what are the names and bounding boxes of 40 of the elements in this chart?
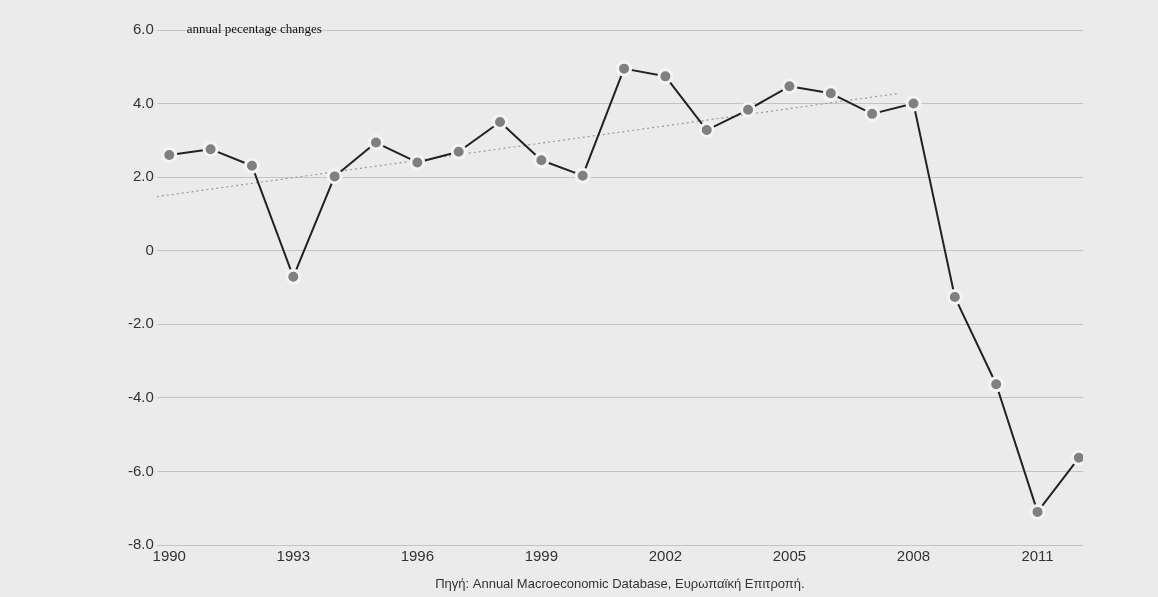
point — [698, 122, 715, 139]
point — [450, 143, 467, 160]
point — [492, 113, 509, 130]
y-tick-label: -2.0 — [127, 314, 154, 332]
x-tick-label: 2011 — [1021, 547, 1054, 565]
x-tick-label: 1996 — [400, 547, 435, 565]
point — [285, 268, 302, 285]
text: Πηγή: Annual Macroeconomic Database, Ευρωπαϊκή Επιτροπή. — [435, 576, 805, 592]
y-tick-label: -4.0 — [127, 388, 154, 405]
point — [202, 141, 219, 158]
point — [367, 134, 384, 151]
point — [161, 147, 178, 164]
point — [657, 68, 674, 85]
point — [740, 101, 757, 118]
x-tick-label: 2002 — [648, 547, 683, 565]
point — [1029, 503, 1046, 520]
point — [616, 60, 633, 77]
point — [243, 157, 260, 174]
x-tick-label: 1999 — [524, 547, 559, 565]
point — [946, 289, 963, 306]
y-tick-label: 6.0 — [132, 20, 154, 38]
point — [864, 105, 881, 122]
point — [781, 78, 798, 95]
x-tick-label: 2005 — [772, 547, 807, 565]
y-tick-label: 2.0 — [132, 167, 154, 185]
x-tick-label: 1993 — [276, 547, 310, 565]
point — [574, 167, 591, 184]
y-tick-label: -6.0 — [127, 461, 154, 479]
point — [533, 152, 550, 169]
point — [905, 95, 922, 112]
point — [409, 154, 426, 171]
point — [988, 376, 1005, 393]
y-tick-label: 4.0 — [132, 93, 154, 111]
point — [326, 168, 343, 185]
point — [822, 85, 839, 102]
chart-title: annual pecentage changes — [186, 21, 322, 37]
y-tick-label: -8.0 — [127, 535, 154, 553]
x-tick-label: 2008 — [896, 547, 931, 565]
x-tick-label: 1990 — [152, 547, 186, 565]
y-tick-label: 0 — [145, 240, 154, 258]
